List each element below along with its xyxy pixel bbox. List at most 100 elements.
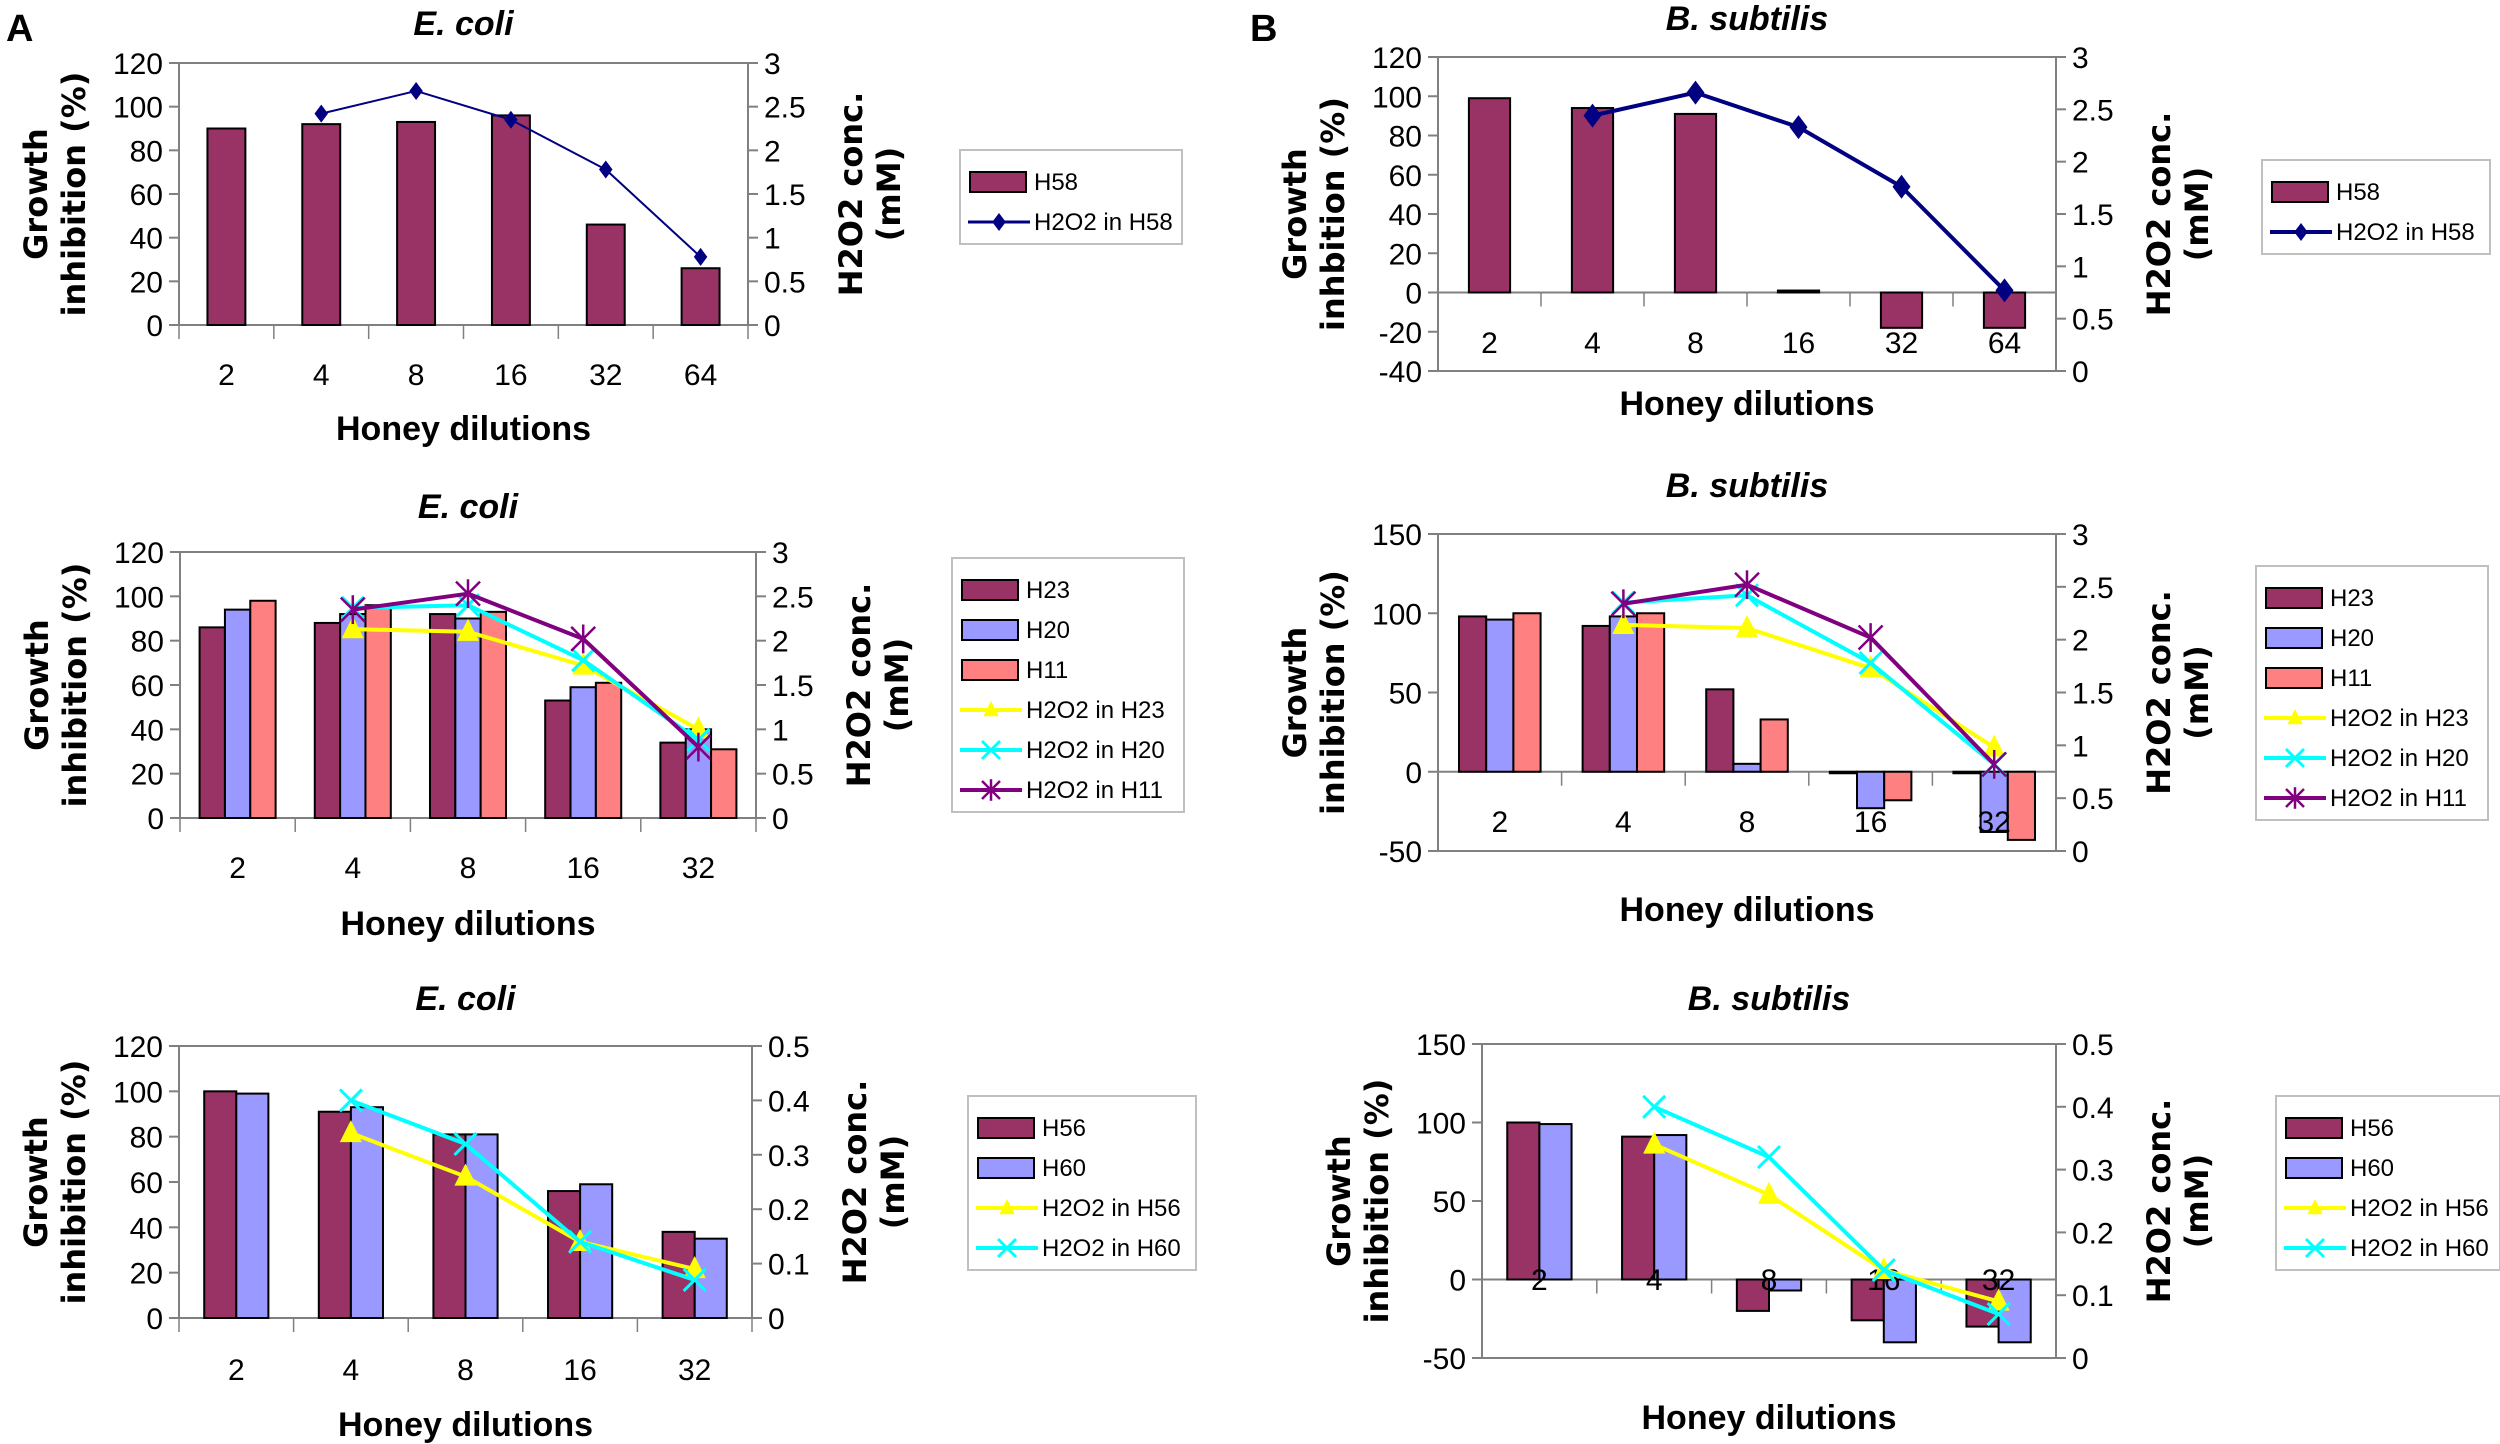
legend-marker <box>996 1237 1018 1259</box>
y-tick-label: 100 <box>113 92 163 125</box>
legend-item: H2O2 in H11 <box>960 777 1163 804</box>
y2-axis-label-line1: H2O2 conc. <box>836 1080 874 1285</box>
data-point-triangle <box>1735 615 1759 638</box>
bar-h60-8 <box>1768 1278 1803 1292</box>
x-tick-label: 2 <box>1531 1264 1548 1297</box>
x-tick-label: 4 <box>1615 806 1632 839</box>
series-line-h2o2-in-h23 <box>1623 622 1996 750</box>
y2-axis-label-line1: H2O2 conc. <box>2140 590 2178 795</box>
x-tick-label: 2 <box>228 1354 245 1387</box>
legend-item: H20 <box>961 617 1070 644</box>
x-tick-label: 32 <box>1978 806 2011 839</box>
data-point-triangle <box>456 618 480 641</box>
data-point-star <box>570 624 597 654</box>
y2-tick-label: 1.5 <box>2072 199 2114 232</box>
y2-tick-label: 0.2 <box>2072 1217 2114 1250</box>
y2-tick-label: 0.2 <box>768 1194 810 1227</box>
data-point-diamond <box>1686 80 1705 105</box>
x-tick-label: 16 <box>1854 806 1887 839</box>
bar-h23-16 <box>1828 770 1859 775</box>
legend-label: H60 <box>1042 1155 1086 1182</box>
marker-stroke <box>1756 1144 1782 1170</box>
legend-swatch <box>2265 667 2323 689</box>
y2-tick-label: 2 <box>2072 147 2089 180</box>
legend-marker <box>2284 747 2306 769</box>
bar-h60-8 <box>464 1133 499 1320</box>
bar-h58-16 <box>1776 289 1821 294</box>
marker-stroke <box>1642 1094 1667 1119</box>
y2-tick-label: 1 <box>2072 730 2089 763</box>
y2-tick-label: 0 <box>768 1303 785 1336</box>
chart-title: E. coli <box>418 488 520 526</box>
chart-b1: B. subtilis -40 -20 0 20 40 60 80 100 120 0 0.5 1 1.5… <box>1276 0 2491 423</box>
marker-stroke <box>1871 1258 1896 1283</box>
legend-swatch <box>2285 1117 2343 1139</box>
data-point-x <box>338 1088 363 1113</box>
y-tick-label: 150 <box>1372 519 1422 552</box>
y2-tick-label: 0.5 <box>768 1031 810 1064</box>
x-tick-label: 8 <box>1761 1264 1778 1297</box>
bar-h23-32 <box>1952 770 1982 775</box>
x-tick-label: 32 <box>1885 327 1918 360</box>
y-axis-label-line1: Growth <box>17 128 55 260</box>
legend: H23 H20 H11 H2O2 in H23 H2O2 in H20 H2O2 in H… <box>2255 565 2489 821</box>
bar-h11-8 <box>1759 718 1789 773</box>
y2-tick-label: 3 <box>764 48 781 81</box>
y-tick-label: 20 <box>131 759 164 792</box>
y-tick-label: 0 <box>146 310 163 343</box>
legend-item: H56 <box>2285 1115 2394 1142</box>
legend-marker <box>2287 709 2303 725</box>
data-point-triangle <box>1983 734 2006 757</box>
y2-tick-label: 0.5 <box>2072 1029 2114 1062</box>
bar-h56-16 <box>547 1190 582 1319</box>
legend-label: H11 <box>1026 657 1068 684</box>
legend-swatch <box>977 1117 1035 1139</box>
data-point-triangle <box>1612 611 1635 634</box>
y-tick-label: 20 <box>130 1258 163 1291</box>
y-tick-label: 40 <box>1389 199 1422 232</box>
y2-tick-label: 0.4 <box>768 1085 810 1118</box>
series-line-h2o2-in-h11 <box>1623 582 1996 766</box>
y2-tick-label: 0.1 <box>2072 1280 2114 1313</box>
y-tick-label: 40 <box>130 223 163 256</box>
bar-h11-16 <box>594 681 623 819</box>
legend-label: H2O2 in H60 <box>2350 1235 2489 1262</box>
y-tick-label: 60 <box>130 1167 163 1200</box>
legend-marker <box>992 213 1006 231</box>
data-point-x <box>1642 1094 1667 1119</box>
data-point-star <box>1857 623 1884 652</box>
y-tick-label: 20 <box>1389 238 1422 271</box>
legend-label: H2O2 in H11 <box>1026 777 1163 804</box>
legend-item: H2O2 in H58 <box>968 209 1173 236</box>
legend-label: H2O2 in H23 <box>1026 697 1165 724</box>
bar-h11-2 <box>1512 612 1542 773</box>
data-point-diamond <box>1995 278 2014 303</box>
data-point-x <box>571 648 596 673</box>
marker-stroke <box>338 1088 363 1113</box>
y-axis-label: Growth inhibition (%) <box>1320 1079 1396 1324</box>
y-tick-label: 20 <box>130 266 163 299</box>
y2-tick-label: 1 <box>772 714 789 747</box>
chart-title: E. coli <box>415 980 517 1018</box>
panel-label-a: A <box>6 8 34 50</box>
bar-h60-2 <box>1538 1123 1573 1281</box>
bar-h20-16 <box>569 686 597 820</box>
y2-tick-label: 2 <box>764 135 781 168</box>
legend-item: H56 <box>977 1115 1086 1142</box>
x-tick-label: 4 <box>343 1354 360 1387</box>
bar-h20-4 <box>1608 615 1638 773</box>
x-tick-label: 2 <box>1481 327 1498 360</box>
y-axis-label-line2: inhibition (%) <box>56 563 94 808</box>
marker-stroke <box>682 1267 707 1292</box>
y-tick-label: 0 <box>146 1303 163 1336</box>
y2-axis-label-line2: (mM) <box>2178 645 2216 739</box>
y2-axis-label: H2O2 conc. (mM) <box>836 1080 912 1285</box>
legend-swatch <box>2285 1157 2343 1179</box>
bar-h20-8 <box>454 617 482 819</box>
x-axis-label: Honey dilutions <box>336 410 591 448</box>
legend-item: H11 <box>961 657 1068 684</box>
bar-h11-2 <box>249 599 277 819</box>
bar-h60-4 <box>1653 1134 1688 1281</box>
y-axis-label-line2: inhibition (%) <box>1314 570 1352 815</box>
